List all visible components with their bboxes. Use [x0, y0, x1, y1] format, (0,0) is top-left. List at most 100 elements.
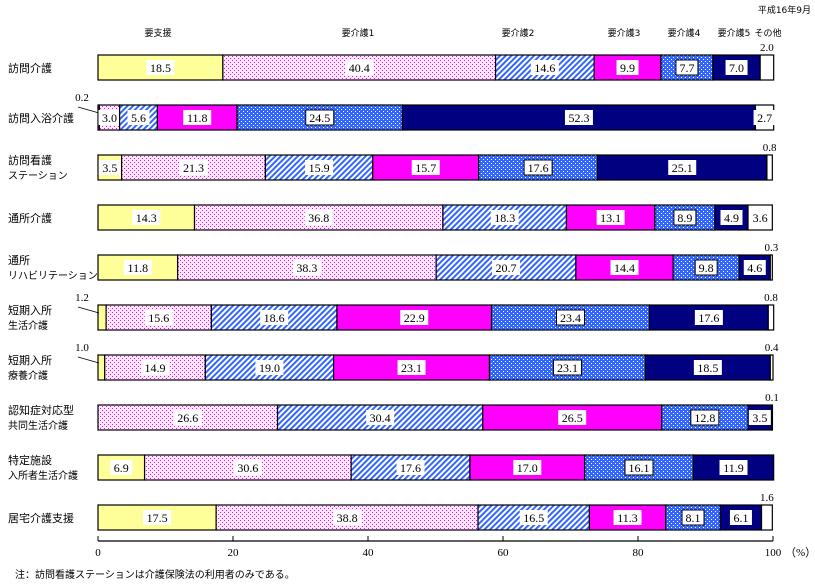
label-box [255, 360, 284, 375]
bar-segment [771, 404, 774, 431]
bar-segment [766, 154, 773, 181]
data-label: 26.5 [562, 411, 583, 425]
label-box [179, 160, 208, 175]
data-label: 30.6 [237, 461, 258, 475]
bar-segment [760, 504, 773, 531]
data-label: 52.3 [568, 111, 589, 125]
data-label: 19.0 [259, 361, 280, 375]
data-label: 3.0 [102, 111, 117, 125]
label-box [396, 460, 425, 475]
label-box [304, 210, 333, 225]
data-label: 16.5 [523, 511, 544, 525]
label-box [98, 160, 121, 175]
data-label: 1.0 [75, 342, 89, 354]
data-label: 14.6 [534, 61, 555, 75]
bar-segment [97, 304, 107, 331]
category-label: 入所者生活介護 [8, 469, 78, 482]
data-label: 1.6 [760, 492, 774, 504]
label-box [400, 310, 429, 325]
legend-label: 要介護3 [608, 27, 641, 39]
label-box [305, 109, 335, 126]
data-label: 11.9 [723, 461, 744, 475]
label-box [411, 160, 440, 175]
label-box [333, 510, 362, 525]
label-box [233, 460, 262, 475]
label-box [397, 360, 426, 375]
label-box [748, 410, 771, 425]
leader-line [77, 356, 100, 364]
category-label: 共同生活介護 [8, 419, 68, 432]
bar-row: 訪問看護ステーション 3.5 21.3 15.9 15.7 17.6 25.1 0.8 [8, 142, 777, 182]
label-box [616, 60, 639, 75]
x-axis: 0 20 40 60 80 100 （%） [95, 536, 815, 559]
data-label: 11.8 [187, 111, 208, 125]
data-label: 14.3 [136, 211, 157, 225]
data-label: 26.6 [177, 411, 198, 425]
x-tick-label: 20 [228, 547, 240, 559]
label-box [144, 310, 173, 325]
label-box [143, 510, 172, 525]
data-label: 23.1 [557, 361, 578, 375]
x-unit-label: （%） [785, 546, 815, 559]
data-label: 14.4 [614, 261, 635, 275]
legend-label: その他 [754, 27, 781, 39]
data-label: 5.6 [131, 111, 146, 125]
data-label: 3.6 [753, 211, 768, 225]
category-label: 短期入所 [8, 353, 52, 367]
label-box [624, 459, 654, 476]
category-label: 訪問介護 [8, 61, 52, 75]
bar-segment [769, 354, 774, 381]
data-label: 8.1 [686, 511, 701, 525]
data-label: 20.7 [496, 261, 517, 275]
bar-segment [672, 254, 740, 281]
legend-label: 要介護5 [718, 27, 751, 39]
label-box [132, 210, 161, 225]
bar-row: 居宅介護支援 17.5 38.8 16.5 11.3 8.1 6.1 1.6 [8, 492, 774, 531]
data-label: 16.1 [629, 461, 650, 475]
data-label: 2.0 [760, 42, 774, 54]
bar-row: 通所介護 14.3 36.8 18.3 13.1 8.9 4.9 3.6 [8, 204, 773, 231]
data-label: 7.7 [679, 61, 694, 75]
label-box [694, 259, 718, 276]
data-label: 0.2 [75, 92, 89, 104]
label-box [345, 60, 374, 75]
category-label: 居宅介護支援 [8, 511, 74, 525]
data-label: 3.5 [102, 161, 117, 175]
date-label: 平成16年9月 [757, 6, 811, 16]
data-label: 9.8 [699, 261, 714, 275]
category-label: 認知症対応型 [8, 403, 74, 417]
data-label: 2.7 [757, 111, 772, 125]
label-box [141, 360, 170, 375]
data-label: 0.1 [765, 392, 779, 404]
label-box [610, 260, 639, 275]
data-label: 18.6 [264, 311, 285, 325]
data-label: 0.8 [764, 292, 778, 304]
label-box [530, 60, 559, 75]
category-label: 訪問看護 [8, 153, 52, 167]
label-box [668, 160, 697, 175]
data-label: 17.5 [147, 511, 168, 525]
label-box [719, 460, 748, 475]
x-tick-label: 100 [765, 547, 782, 559]
label-box [366, 410, 395, 425]
label-box [123, 260, 152, 275]
label-box [749, 210, 772, 225]
category-label: 訪問入浴介護 [8, 111, 74, 125]
label-box [492, 260, 521, 275]
data-label: 30.4 [370, 411, 391, 425]
data-label: 36.8 [308, 211, 329, 225]
data-label: 15.6 [148, 311, 169, 325]
data-label: 13.1 [600, 211, 621, 225]
data-label: 17.0 [517, 461, 538, 475]
legend-label: 要介護4 [668, 27, 701, 39]
label-box [720, 210, 743, 225]
label-box [519, 510, 548, 525]
bar-segment [210, 304, 338, 331]
data-label: 17.6 [698, 311, 719, 325]
data-label: 18.3 [494, 211, 515, 225]
